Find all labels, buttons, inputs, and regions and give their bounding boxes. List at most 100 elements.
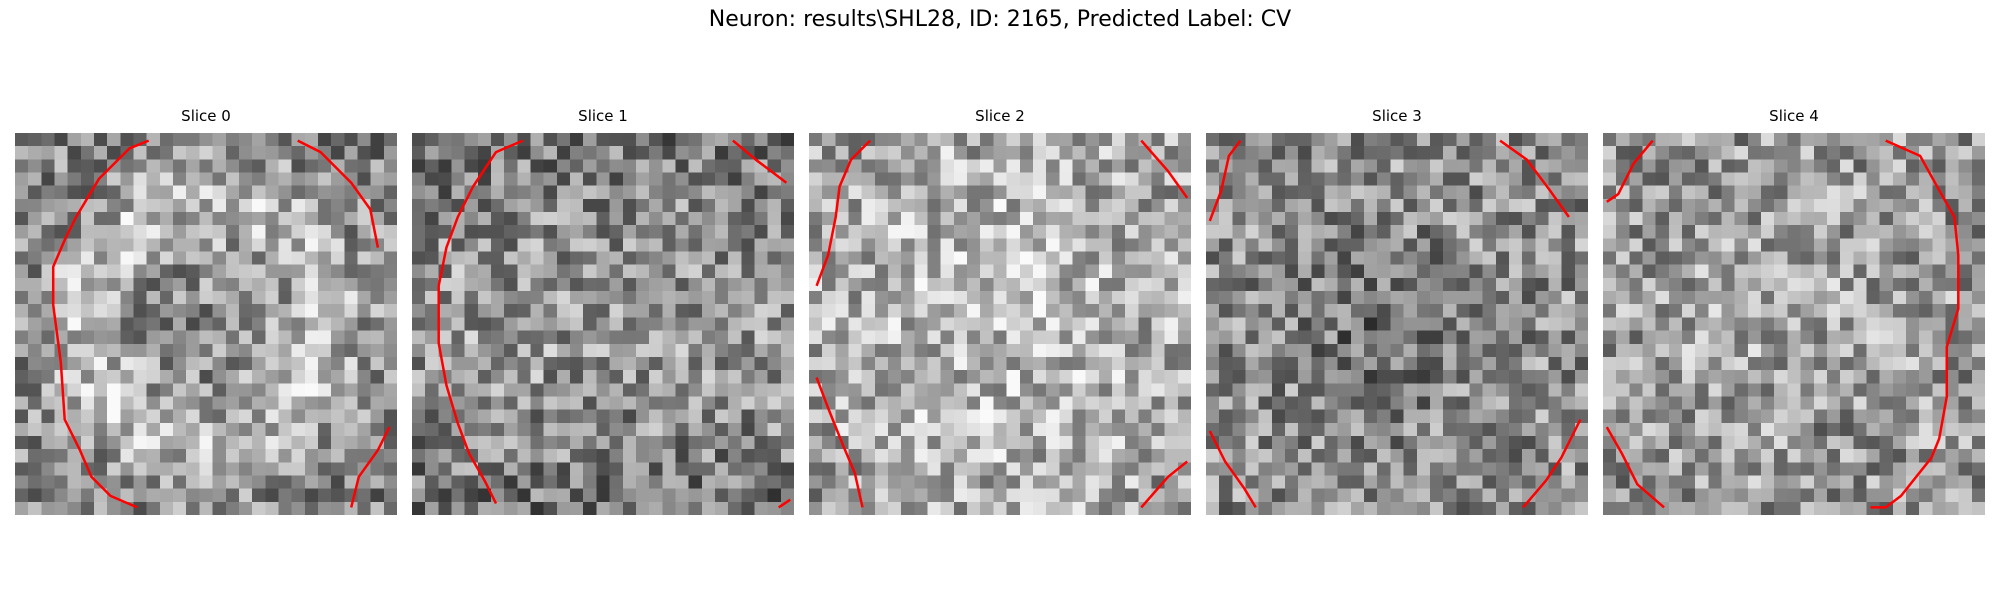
- pixel-cell: [809, 449, 823, 463]
- pixel-cell: [635, 225, 650, 239]
- pixel-cell: [357, 475, 372, 490]
- pixel-cell: [688, 449, 703, 463]
- pixel-cell: [1761, 370, 1775, 384]
- pixel-cell: [622, 185, 637, 200]
- pixel-cell: [67, 501, 82, 515]
- pixel-cell: [1285, 356, 1299, 371]
- pixel-cell: [451, 238, 466, 253]
- pixel-cell: [159, 383, 174, 398]
- pixel-cell: [530, 304, 545, 319]
- pixel-cell: [1258, 383, 1273, 398]
- pixel-cell: [1098, 475, 1113, 490]
- pixel-cell: [94, 330, 108, 345]
- pixel-cell: [888, 291, 902, 305]
- pixel-cell: [1059, 370, 1074, 384]
- pixel-cell: [543, 501, 558, 515]
- pixel-cell: [1151, 251, 1166, 266]
- pixel-cell: [1655, 212, 1670, 226]
- pixel-cell: [41, 251, 56, 266]
- pixel-cell: [28, 251, 42, 266]
- pixel-cell: [901, 330, 915, 345]
- pixel-cell: [1668, 449, 1683, 463]
- pixel-cell: [146, 185, 161, 200]
- pixel-cell: [1416, 291, 1431, 305]
- pixel-cell: [1164, 133, 1179, 147]
- pixel-cell: [199, 396, 214, 411]
- pixel-cell: [94, 343, 108, 358]
- pixel-cell: [1416, 475, 1431, 490]
- pixel-cell: [412, 501, 426, 515]
- pixel-cell: [1111, 291, 1126, 305]
- pixel-cell: [1138, 212, 1153, 226]
- pixel-cell: [1258, 462, 1273, 477]
- pixel-cell: [1390, 225, 1405, 239]
- pixel-cell: [1006, 238, 1021, 253]
- pixel-cell: [265, 409, 280, 424]
- pixel-cell: [1271, 370, 1286, 384]
- pixel-cell: [914, 435, 929, 450]
- pixel-cell: [1177, 409, 1191, 424]
- pixel-cell: [1151, 396, 1166, 411]
- pixel-cell: [754, 225, 769, 239]
- pixel-cell: [41, 449, 56, 463]
- pixel-cell: [370, 185, 385, 200]
- pixel-cell: [54, 146, 69, 160]
- pixel-cell: [173, 383, 187, 398]
- pixel-cell: [940, 172, 955, 187]
- pixel-cell: [94, 356, 108, 371]
- pixel-cell: [370, 370, 385, 384]
- pixel-cell: [477, 501, 492, 515]
- pixel-cell: [425, 212, 439, 226]
- pixel-cell: [728, 370, 742, 384]
- pixel-cell: [1853, 172, 1868, 187]
- pixel-cell: [1377, 133, 1392, 147]
- pixel-cell: [54, 488, 69, 503]
- pixel-cell: [1350, 212, 1365, 226]
- pixel-cell: [967, 198, 981, 213]
- pixel-cell: [265, 449, 280, 463]
- pixel-cell: [1616, 159, 1630, 174]
- pixel-cell: [714, 396, 729, 411]
- pixel-cell: [1892, 462, 1907, 477]
- pixel-cell: [1482, 383, 1497, 398]
- pixel-cell: [1840, 225, 1854, 239]
- pixel-cell: [662, 475, 677, 490]
- pixel-cell: [370, 317, 385, 332]
- pixel-cell: [491, 225, 505, 239]
- pixel-cell: [1905, 172, 1920, 187]
- pixel-cell: [252, 449, 266, 463]
- pixel-cell: [1721, 370, 1736, 384]
- pixel-cell: [649, 396, 663, 411]
- pixel-cell: [278, 422, 293, 437]
- pixel-cell: [238, 370, 253, 384]
- pixel-cell: [225, 146, 240, 160]
- pixel-cell: [1206, 422, 1220, 437]
- pixel-cell: [67, 383, 82, 398]
- pixel-cell: [1522, 238, 1536, 253]
- pixel-cell: [344, 317, 359, 332]
- pixel-cell: [1482, 501, 1497, 515]
- pixel-cell: [1337, 422, 1352, 437]
- pixel-cell: [688, 172, 703, 187]
- pixel-cell: [94, 133, 108, 147]
- pixel-cell: [159, 133, 174, 147]
- pixel-cell: [967, 396, 981, 411]
- pixel-cell: [1629, 317, 1644, 332]
- pixel-cell: [940, 212, 955, 226]
- pixel-cell: [252, 264, 266, 279]
- pixel-cell: [1905, 304, 1920, 319]
- pixel-cell: [107, 449, 121, 463]
- pixel-cell: [159, 462, 174, 477]
- pixel-cell: [1695, 159, 1709, 174]
- pixel-cell: [1826, 159, 1841, 174]
- pixel-cell: [622, 277, 637, 292]
- pixel-cell: [1958, 356, 1973, 371]
- pixel-cell: [980, 185, 995, 200]
- pixel-cell: [357, 422, 372, 437]
- pixel-cell: [1655, 462, 1670, 477]
- pixel-cell: [1416, 409, 1431, 424]
- pixel-cell: [741, 212, 756, 226]
- pixel-cell: [1111, 198, 1126, 213]
- pixel-cell: [901, 133, 915, 147]
- pixel-cell: [1879, 462, 1894, 477]
